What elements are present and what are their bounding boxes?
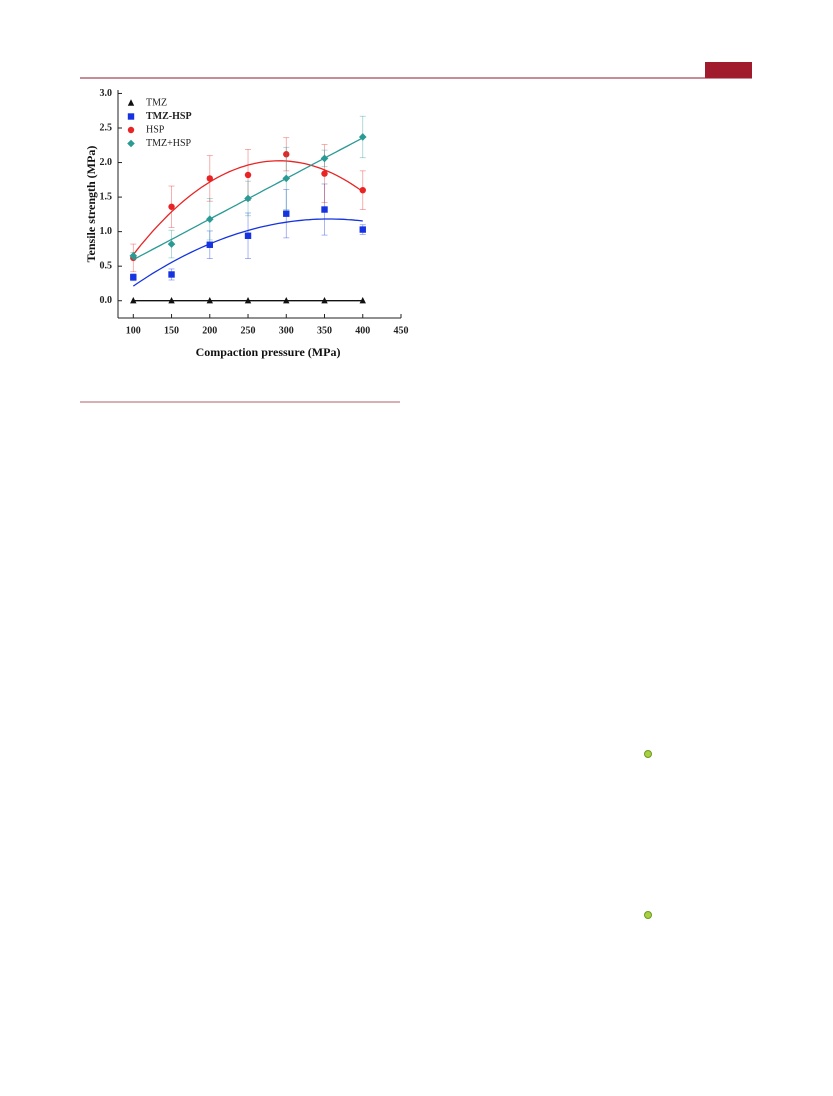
y-tick-label: 1.0 xyxy=(100,226,113,237)
legend-label: HSP xyxy=(146,124,165,135)
marker xyxy=(320,154,329,163)
marker xyxy=(359,226,366,233)
y-tick-label: 1.5 xyxy=(100,191,113,202)
x-tick-label: 400 xyxy=(355,325,370,336)
marker xyxy=(321,170,328,177)
marker xyxy=(205,215,214,223)
x-tick-label: 200 xyxy=(202,325,217,336)
x-tick-label: 100 xyxy=(126,325,141,336)
marker xyxy=(244,194,252,203)
y-tick-label: 2.5 xyxy=(100,122,113,133)
marker xyxy=(358,133,367,141)
legend-marker xyxy=(127,126,135,134)
legend-label: TMZ+HSP xyxy=(146,138,192,149)
x-tick-label: 250 xyxy=(241,325,256,336)
marker xyxy=(206,297,213,304)
y-tick-label: 0.5 xyxy=(100,260,113,271)
legend-marker xyxy=(127,139,135,148)
marker xyxy=(244,171,252,179)
marker xyxy=(206,241,213,248)
x-tick-label: 450 xyxy=(394,325,409,336)
legend-label: TMZ xyxy=(146,97,167,108)
marker xyxy=(129,252,138,260)
y-tick-label: 2.0 xyxy=(100,157,113,168)
marker xyxy=(168,203,175,210)
icon xyxy=(644,750,652,758)
legend-marker xyxy=(127,113,135,120)
marker xyxy=(244,232,252,239)
marker xyxy=(283,297,290,304)
legend-label: TMZ-HSP xyxy=(146,111,192,122)
marker xyxy=(168,271,175,278)
marker xyxy=(244,297,252,304)
fit-curve xyxy=(132,218,363,287)
fit-curve xyxy=(132,160,364,256)
x-axis-title: Compaction pressure (MPa) xyxy=(196,345,341,359)
x-tick-label: 350 xyxy=(317,325,332,336)
marker xyxy=(321,206,328,213)
header-tab xyxy=(705,62,752,78)
y-tick-label: 3.0 xyxy=(100,88,113,99)
marker xyxy=(321,297,328,304)
marker xyxy=(359,297,366,304)
icon xyxy=(644,911,652,919)
marker xyxy=(283,210,290,217)
marker xyxy=(168,297,175,304)
x-tick-label: 300 xyxy=(279,325,294,336)
marker xyxy=(130,274,137,281)
marker xyxy=(282,174,291,183)
y-tick-label: 0.0 xyxy=(100,295,113,306)
marker xyxy=(283,151,290,158)
marker xyxy=(130,297,137,304)
legend-marker xyxy=(127,99,135,106)
x-tick-label: 150 xyxy=(164,325,179,336)
y-axis-title: Tensile strength (MPa) xyxy=(84,146,98,263)
marker xyxy=(206,175,213,182)
marker xyxy=(167,240,176,248)
marker xyxy=(359,186,366,194)
